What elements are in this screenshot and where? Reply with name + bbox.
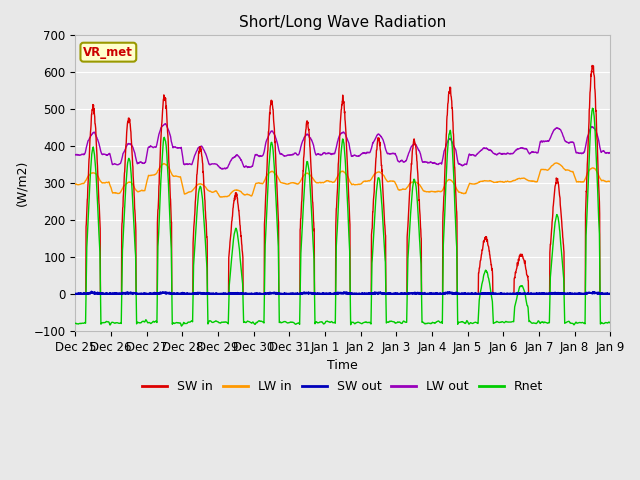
- Legend: SW in, LW in, SW out, LW out, Rnet: SW in, LW in, SW out, LW out, Rnet: [138, 375, 548, 398]
- Y-axis label: (W/m2): (W/m2): [15, 160, 28, 206]
- X-axis label: Time: Time: [328, 359, 358, 372]
- Title: Short/Long Wave Radiation: Short/Long Wave Radiation: [239, 15, 447, 30]
- Text: VR_met: VR_met: [83, 46, 133, 59]
